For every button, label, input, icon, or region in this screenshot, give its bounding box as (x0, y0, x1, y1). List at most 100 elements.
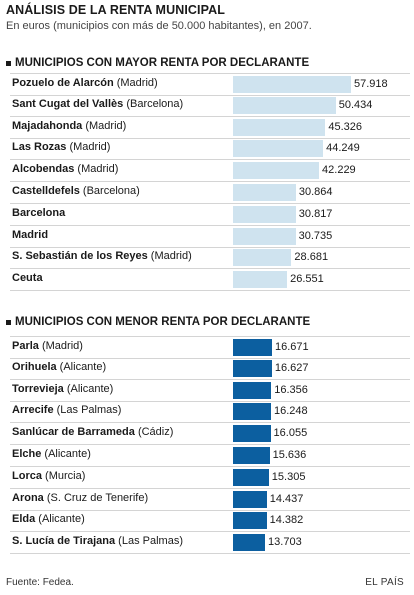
value-label: 42.229 (322, 164, 356, 177)
category-label: Elda (Alicante) (12, 513, 85, 525)
municipality-name: Castelldefels (12, 185, 80, 197)
province-name: (Alicante) (35, 513, 85, 526)
bar (233, 76, 351, 93)
category-label: Majadahonda (Madrid) (12, 120, 126, 132)
bar-row: Arrecife (Las Palmas) 16.248 (10, 401, 410, 424)
value-label: 28.681 (294, 251, 329, 264)
bar (233, 359, 272, 377)
value-label: 30.735 (298, 229, 333, 242)
bar-row: Pozuelo de Alarcón (Madrid) 57.918 (10, 73, 410, 96)
bar-row: Alcobendas (Madrid) 42.229 (10, 160, 410, 183)
chart-title: ANÁLISIS DE LA RENTA MUNICIPAL (6, 3, 225, 17)
category-label: Ceuta (12, 272, 43, 284)
province-name: (Alicante) (56, 360, 107, 373)
bar-row: S. Lucía de Tirajana (Las Palmas) 13.703 (10, 532, 410, 555)
value-label: 14.382 (269, 514, 304, 527)
category-label: Parla (Madrid) (12, 340, 83, 352)
bar (233, 534, 266, 552)
category-label: Torrevieja (Alicante) (12, 383, 113, 395)
bar (233, 140, 324, 158)
bar-row: Orihuela (Alicante) 16.627 (10, 358, 410, 380)
bar-row: Majadahonda (Madrid) 45.326 (10, 117, 410, 139)
value-label: 44.249 (326, 142, 360, 155)
province-name: (Las Palmas) (53, 404, 122, 417)
value-label: 26.551 (290, 273, 324, 286)
category-label: Orihuela (Alicante) (12, 361, 106, 373)
bar (233, 184, 296, 201)
bar (233, 512, 267, 530)
bar (233, 425, 271, 443)
municipality-name: Arona (12, 491, 44, 504)
bar-row: Ceuta 26.551 (10, 269, 410, 292)
municipality-name: Pozuelo de Alarcón (12, 77, 114, 89)
bar-row: Lorca (Murcia) 15.305 (10, 467, 410, 489)
bar (233, 118, 326, 136)
municipality-name: Elda (12, 513, 36, 526)
value-label: 15.305 (271, 470, 306, 483)
province-name: (Madrid) (82, 119, 127, 132)
province-name: (Madrid) (74, 163, 119, 176)
province-name: (Madrid) (66, 141, 111, 154)
bar-row: Las Rozas (Madrid) 44.249 (10, 138, 410, 161)
category-label: Alcobendas (Madrid) (12, 163, 118, 175)
province-name: (Barcelona) (123, 97, 184, 110)
section-title-bottom: MUNICIPIOS CON MENOR RENTA POR DECLARANT… (6, 316, 310, 328)
municipality-name: Parla (12, 340, 39, 352)
bar-row: Castelldefels (Barcelona) 30.864 (10, 182, 410, 204)
bar (233, 205, 296, 223)
category-label: Elche (Alicante) (12, 448, 91, 460)
category-label: Barcelona (12, 207, 65, 219)
municipality-name: Elche (12, 448, 42, 460)
bar (233, 490, 267, 508)
category-label: Arrecife (Las Palmas) (12, 404, 121, 416)
province-name: (Alicante) (41, 448, 91, 460)
province-name: (Cádiz) (134, 426, 174, 439)
municipality-name: Arrecife (12, 404, 54, 417)
bar (233, 271, 288, 289)
municipality-name: Sanlúcar de Barrameda (12, 426, 135, 439)
square-bullet-icon (6, 60, 11, 66)
bar-row: Elche (Alicante) 15.636 (10, 445, 410, 467)
value-label: 45.326 (328, 120, 362, 133)
municipality-name: Orihuela (12, 360, 57, 373)
value-label: 16.248 (274, 405, 308, 418)
value-label: 14.437 (269, 492, 304, 505)
value-label: 30.817 (298, 207, 333, 220)
province-name: (Alicante) (63, 382, 114, 395)
section-title-top: MUNICIPIOS CON MAYOR RENTA POR DECLARANT… (6, 57, 309, 69)
bar (233, 162, 320, 180)
bar (233, 339, 272, 356)
province-name: (Las Palmas) (115, 535, 183, 548)
category-label: Castelldefels (Barcelona) (12, 185, 140, 197)
value-label: 13.703 (268, 536, 302, 549)
province-name: (Murcia) (41, 469, 86, 482)
value-label: 16.356 (274, 383, 308, 396)
municipality-name: Barcelona (12, 206, 66, 219)
province-name: (Barcelona) (79, 185, 140, 197)
category-label: Madrid (12, 229, 48, 241)
bar-row: Sant Cugat del Vallès (Barcelona) 50.434 (10, 95, 410, 117)
bar-row: Parla (Madrid) 16.671 (10, 336, 410, 359)
municipality-name: Lorca (12, 469, 42, 482)
category-label: Pozuelo de Alarcón (Madrid) (12, 77, 158, 89)
bar (233, 403, 271, 421)
value-label: 57.918 (354, 78, 388, 90)
bar (233, 447, 270, 464)
square-bullet-icon (6, 319, 11, 325)
category-label: Las Rozas (Madrid) (12, 141, 110, 153)
publisher-credit: EL PAÍS (365, 577, 404, 588)
municipality-name: Ceuta (12, 272, 43, 285)
bar-row: Arona (S. Cruz de Tenerife) 14.437 (10, 489, 410, 511)
value-label: 16.627 (274, 361, 309, 374)
bar (233, 249, 292, 267)
category-label: Sanlúcar de Barrameda (Cádiz) (12, 426, 173, 438)
municipality-name: Torrevieja (12, 382, 64, 395)
bar (233, 227, 296, 245)
municipality-name: Sant Cugat del Vallès (12, 97, 124, 110)
province-name: (Madrid) (147, 250, 192, 263)
province-name: (S. Cruz de Tenerife) (43, 491, 149, 504)
value-label: 16.055 (273, 427, 308, 440)
category-label: Arona (S. Cruz de Tenerife) (12, 492, 148, 504)
province-name: (Madrid) (38, 340, 83, 352)
province-name: (Madrid) (113, 77, 158, 89)
